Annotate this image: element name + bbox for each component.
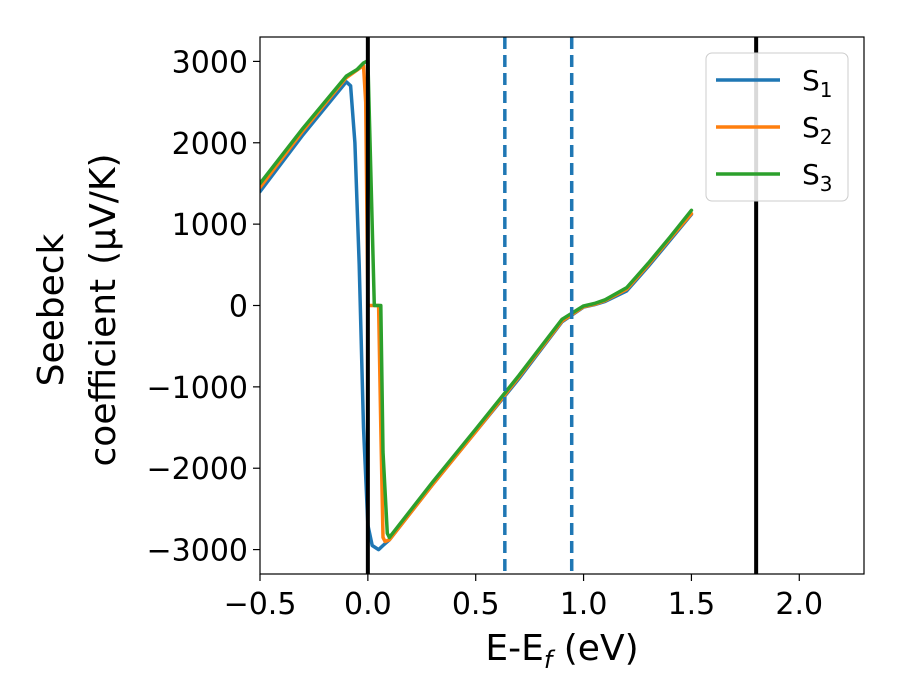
- y-tick-label: −1000: [147, 371, 248, 406]
- legend-label-1: S1: [802, 64, 833, 102]
- series-line-1: [260, 80, 694, 552]
- y-tick-label: 2000: [172, 127, 248, 162]
- x-tick-label: 1.0: [560, 587, 608, 622]
- x-tick-label: 0.5: [452, 587, 500, 622]
- y-tick-label: 0: [229, 290, 248, 325]
- x-tick-label: 1.5: [668, 587, 716, 622]
- legend-label-2: S2: [802, 111, 833, 149]
- series-layer: [260, 58, 694, 552]
- legend: S1 S2 S3: [705, 52, 849, 202]
- series-line-3: [260, 58, 694, 540]
- y-axis-title: Seebeck coefficient(μV/K): [31, 153, 124, 466]
- x-axis-title: E-Ef (eV): [485, 628, 638, 674]
- x-axis-ticks: −0.5 0.0 0.5 1.0 1.5 2.0: [224, 574, 823, 622]
- y-tick-label: −3000: [147, 534, 248, 569]
- y-axis-ticks: −3000 −2000 −1000 0 1000 2000 3000: [147, 45, 260, 569]
- x-tick-label: 0.0: [344, 587, 392, 622]
- y-axis-title-line1: Seebeck: [31, 233, 72, 386]
- y-tick-label: 1000: [172, 208, 248, 243]
- legend-label-3: S3: [802, 158, 833, 196]
- series-line-2: [260, 63, 694, 544]
- y-axis-title-line2: coefficient(μV/K): [83, 153, 124, 466]
- y-tick-label: −2000: [147, 452, 248, 487]
- x-tick-label: −0.5: [224, 587, 297, 622]
- x-tick-label: 2.0: [775, 587, 823, 622]
- y-tick-label: 3000: [172, 45, 248, 80]
